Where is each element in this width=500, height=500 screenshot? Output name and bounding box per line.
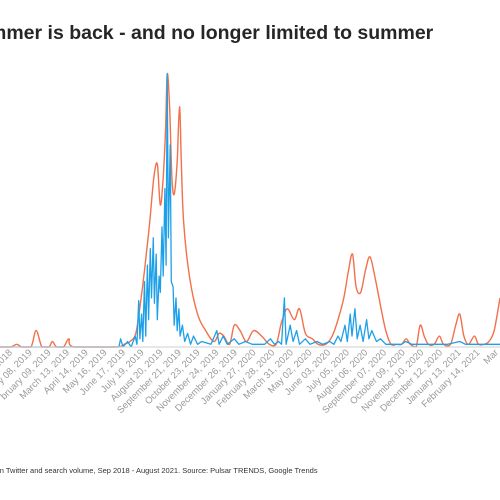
footnote-text: r on Twitter and search volume, Sep 2018… bbox=[0, 466, 318, 475]
x-tick-label: Mar bbox=[482, 347, 500, 366]
footnote: r on Twitter and search volume, Sep 2018… bbox=[0, 466, 500, 475]
chart-title: mmer is back - and no longer limited to … bbox=[0, 22, 500, 45]
series-line-1 bbox=[0, 72, 500, 348]
series-line-2 bbox=[0, 73, 500, 348]
chart-title-text: mmer is back - and no longer limited to … bbox=[0, 22, 434, 44]
series-layer bbox=[0, 72, 500, 348]
